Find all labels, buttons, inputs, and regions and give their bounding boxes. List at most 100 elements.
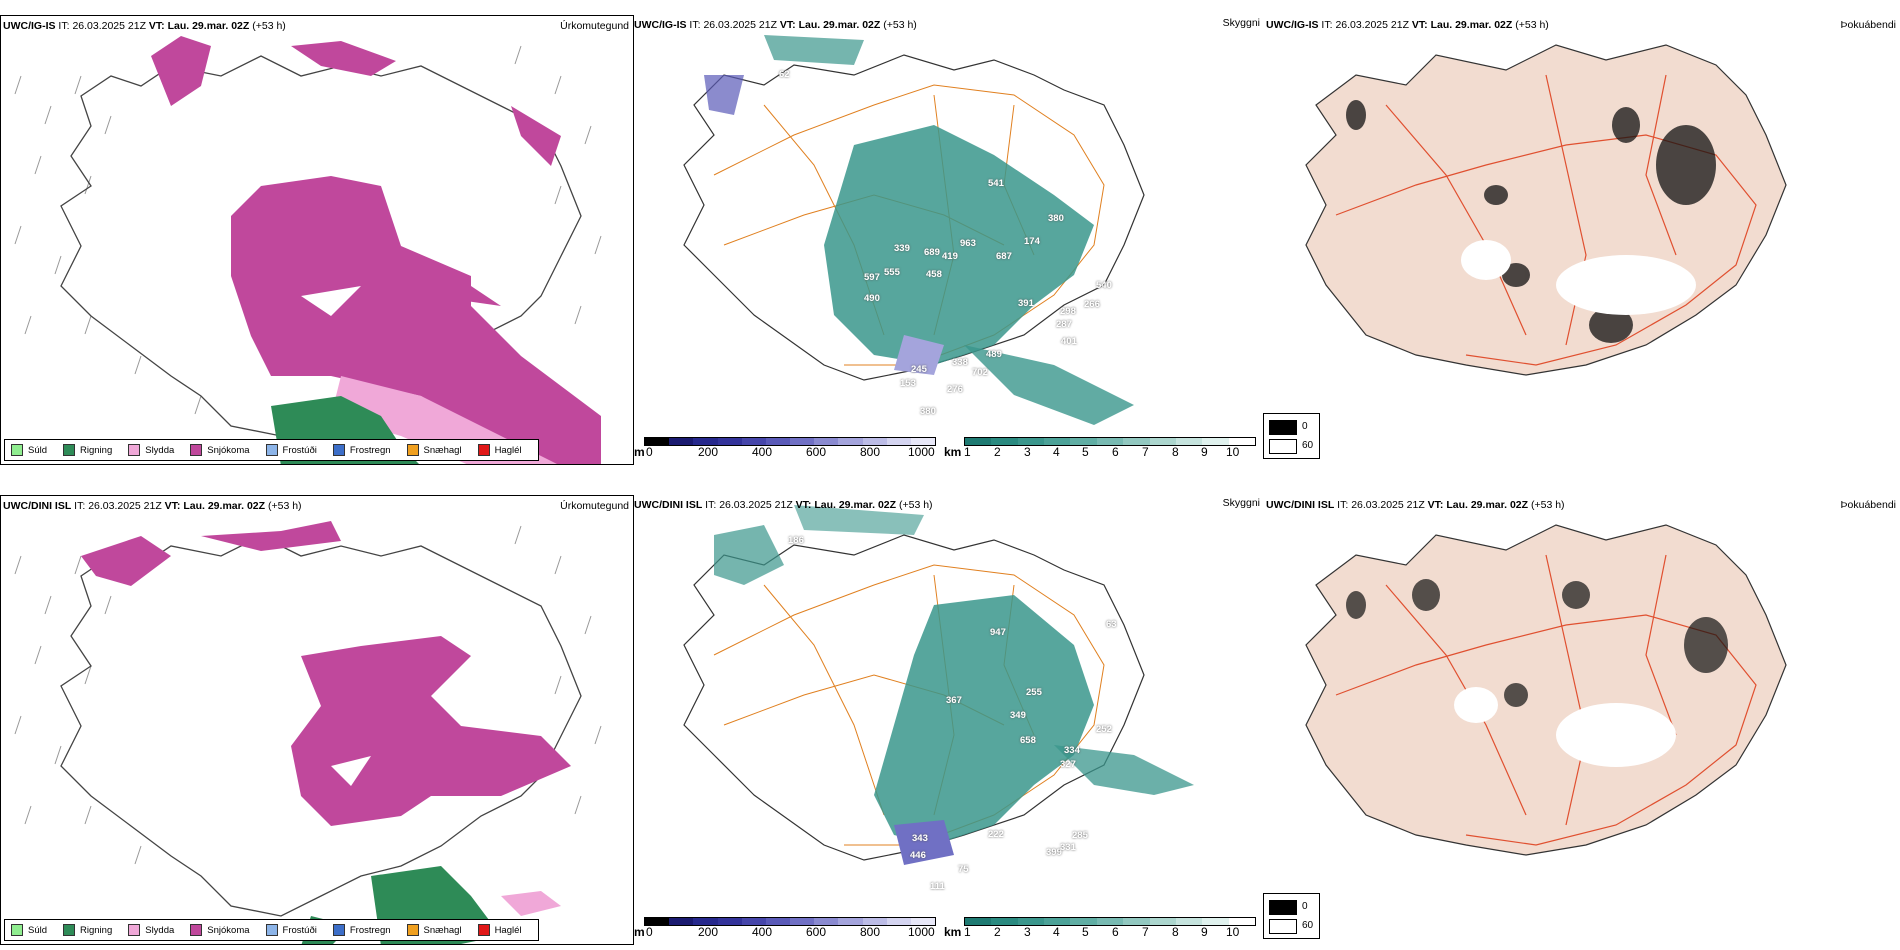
legend-item: Slydda (128, 444, 174, 456)
km-colorbar: km 1 2 3 4 5 6 7 8 9 10 (944, 437, 1258, 463)
cbar-step (1096, 918, 1124, 925)
legend-swatch (477, 444, 490, 456)
cbar-step (669, 918, 694, 925)
fog-legend-label: 60 (1302, 440, 1314, 451)
fog-legend-label: 60 (1302, 920, 1314, 931)
map-label: 458 (926, 269, 942, 280)
iceland-map (683, 35, 1145, 425)
cbar-tick: 600 (806, 925, 827, 939)
cbar-tick: 8 (1172, 925, 1179, 939)
cbar-tick: 10 (1226, 925, 1240, 939)
cbar-step (838, 918, 863, 925)
map-label: 702 (972, 367, 988, 378)
cbar-tick: 6 (1112, 445, 1119, 459)
legend-item: Snæhagl (406, 924, 462, 936)
cbar-step (693, 438, 718, 445)
map-label: 252 (1096, 724, 1112, 735)
cbar-step (965, 918, 992, 925)
legend-item: Rigning (63, 444, 112, 456)
legend-swatch (11, 444, 23, 456)
map-label: 75 (958, 864, 969, 875)
legend-swatch (406, 924, 419, 936)
cbar-step (1228, 438, 1255, 445)
panel-header: UWC/DINI ISL IT: 26.03.2025 21Z VT: Lau.… (1266, 499, 1565, 511)
cbar-step (1149, 918, 1176, 925)
cbar-step (1123, 438, 1150, 445)
cbar-step (765, 918, 791, 925)
cbar-step (886, 918, 911, 925)
elevation-gradient (644, 917, 936, 926)
cbar-tick: 200 (698, 925, 719, 939)
map-label: 419 (942, 251, 958, 262)
cbar-step (645, 918, 670, 925)
cbar-step (814, 438, 839, 445)
legend-item: Haglél (477, 924, 522, 936)
cbar-tick: 4 (1053, 445, 1060, 459)
iceland-map (683, 505, 1194, 865)
cbar-step (669, 438, 694, 445)
panel-title: Þokuábendi (1840, 499, 1896, 511)
precip-type-map-top: UWC/IG-IS IT: 26.03.2025 21Z VT: Lau. 29… (0, 15, 634, 465)
legend-item: Rigning (63, 924, 112, 936)
map-label: 62 (779, 69, 790, 80)
panel-title: Skyggni (1222, 17, 1260, 29)
cbar-step (717, 438, 742, 445)
km-gradient (964, 437, 1256, 446)
cbar-tick: 2 (994, 445, 1001, 459)
precip-legend: Súld Rigning Slydda Snjókoma Frostúði Fr… (4, 439, 539, 461)
cbar-step (1044, 438, 1071, 445)
cbar-tick: 5 (1082, 445, 1089, 459)
legend-swatch (332, 444, 345, 456)
map-label: 489 (986, 349, 1002, 360)
cbar-step (862, 918, 887, 925)
cbar-step (886, 438, 911, 445)
iceland-map (1305, 44, 1787, 376)
cbar-tick: 4 (1053, 925, 1060, 939)
legend-swatch (11, 924, 23, 936)
legend-swatch (128, 924, 141, 936)
map-label: 245 (911, 364, 927, 375)
map-label: 401 (1061, 336, 1077, 347)
map-label: 338 (952, 357, 968, 368)
map-label: 687 (996, 251, 1012, 262)
cbar-step (790, 918, 815, 925)
cbar-step (765, 438, 791, 445)
legend-swatch (63, 924, 76, 936)
cbar-step (1228, 918, 1255, 925)
elevation-colorbar: m 0 200 400 600 800 1000 (634, 917, 938, 943)
map-label: 689 (924, 247, 940, 258)
cbar-step (1123, 918, 1150, 925)
panel-header: UWC/IG-IS IT: 26.03.2025 21Z VT: Lau. 29… (634, 19, 917, 31)
map-label: 367 (946, 695, 962, 706)
map-label: 963 (960, 238, 976, 249)
map-label: 327 (1060, 759, 1076, 770)
fog-legend: 0 60 (1263, 413, 1320, 459)
cbar-unit: m (634, 925, 645, 939)
legend-swatch (265, 444, 278, 456)
cbar-tick: 9 (1201, 445, 1208, 459)
legend-item: Snjókoma (190, 924, 250, 936)
cbar-unit: m (634, 445, 645, 459)
cbar-step (1175, 918, 1203, 925)
cbar-tick: 400 (752, 925, 773, 939)
cbar-step (1175, 438, 1203, 445)
panel-title: Skyggni (1222, 497, 1260, 509)
cbar-tick: 800 (860, 445, 881, 459)
cbar-step (645, 438, 670, 445)
cbar-step (1017, 438, 1045, 445)
panel-title: Þokuábendi (1840, 19, 1896, 31)
cbar-tick: 3 (1024, 925, 1031, 939)
km-colorbar: km 1 2 3 4 5 6 7 8 9 10 (944, 917, 1258, 943)
panel-header: UWC/DINI ISL IT: 26.03.2025 21Z VT: Lau.… (3, 500, 302, 512)
map-label: 287 (1056, 319, 1072, 330)
map-label: 490 (864, 293, 880, 304)
fog-legend-label: 0 (1302, 901, 1308, 912)
map-label: 540 (1096, 280, 1112, 291)
map-label: 186 (788, 535, 804, 546)
map-label: 111 (930, 881, 945, 892)
cbar-tick: 1000 (908, 925, 935, 939)
map-label: 446 (910, 850, 926, 861)
legend-item: Súld (11, 444, 47, 456)
cbar-step (991, 918, 1018, 925)
map-label: 298 (1060, 306, 1076, 317)
